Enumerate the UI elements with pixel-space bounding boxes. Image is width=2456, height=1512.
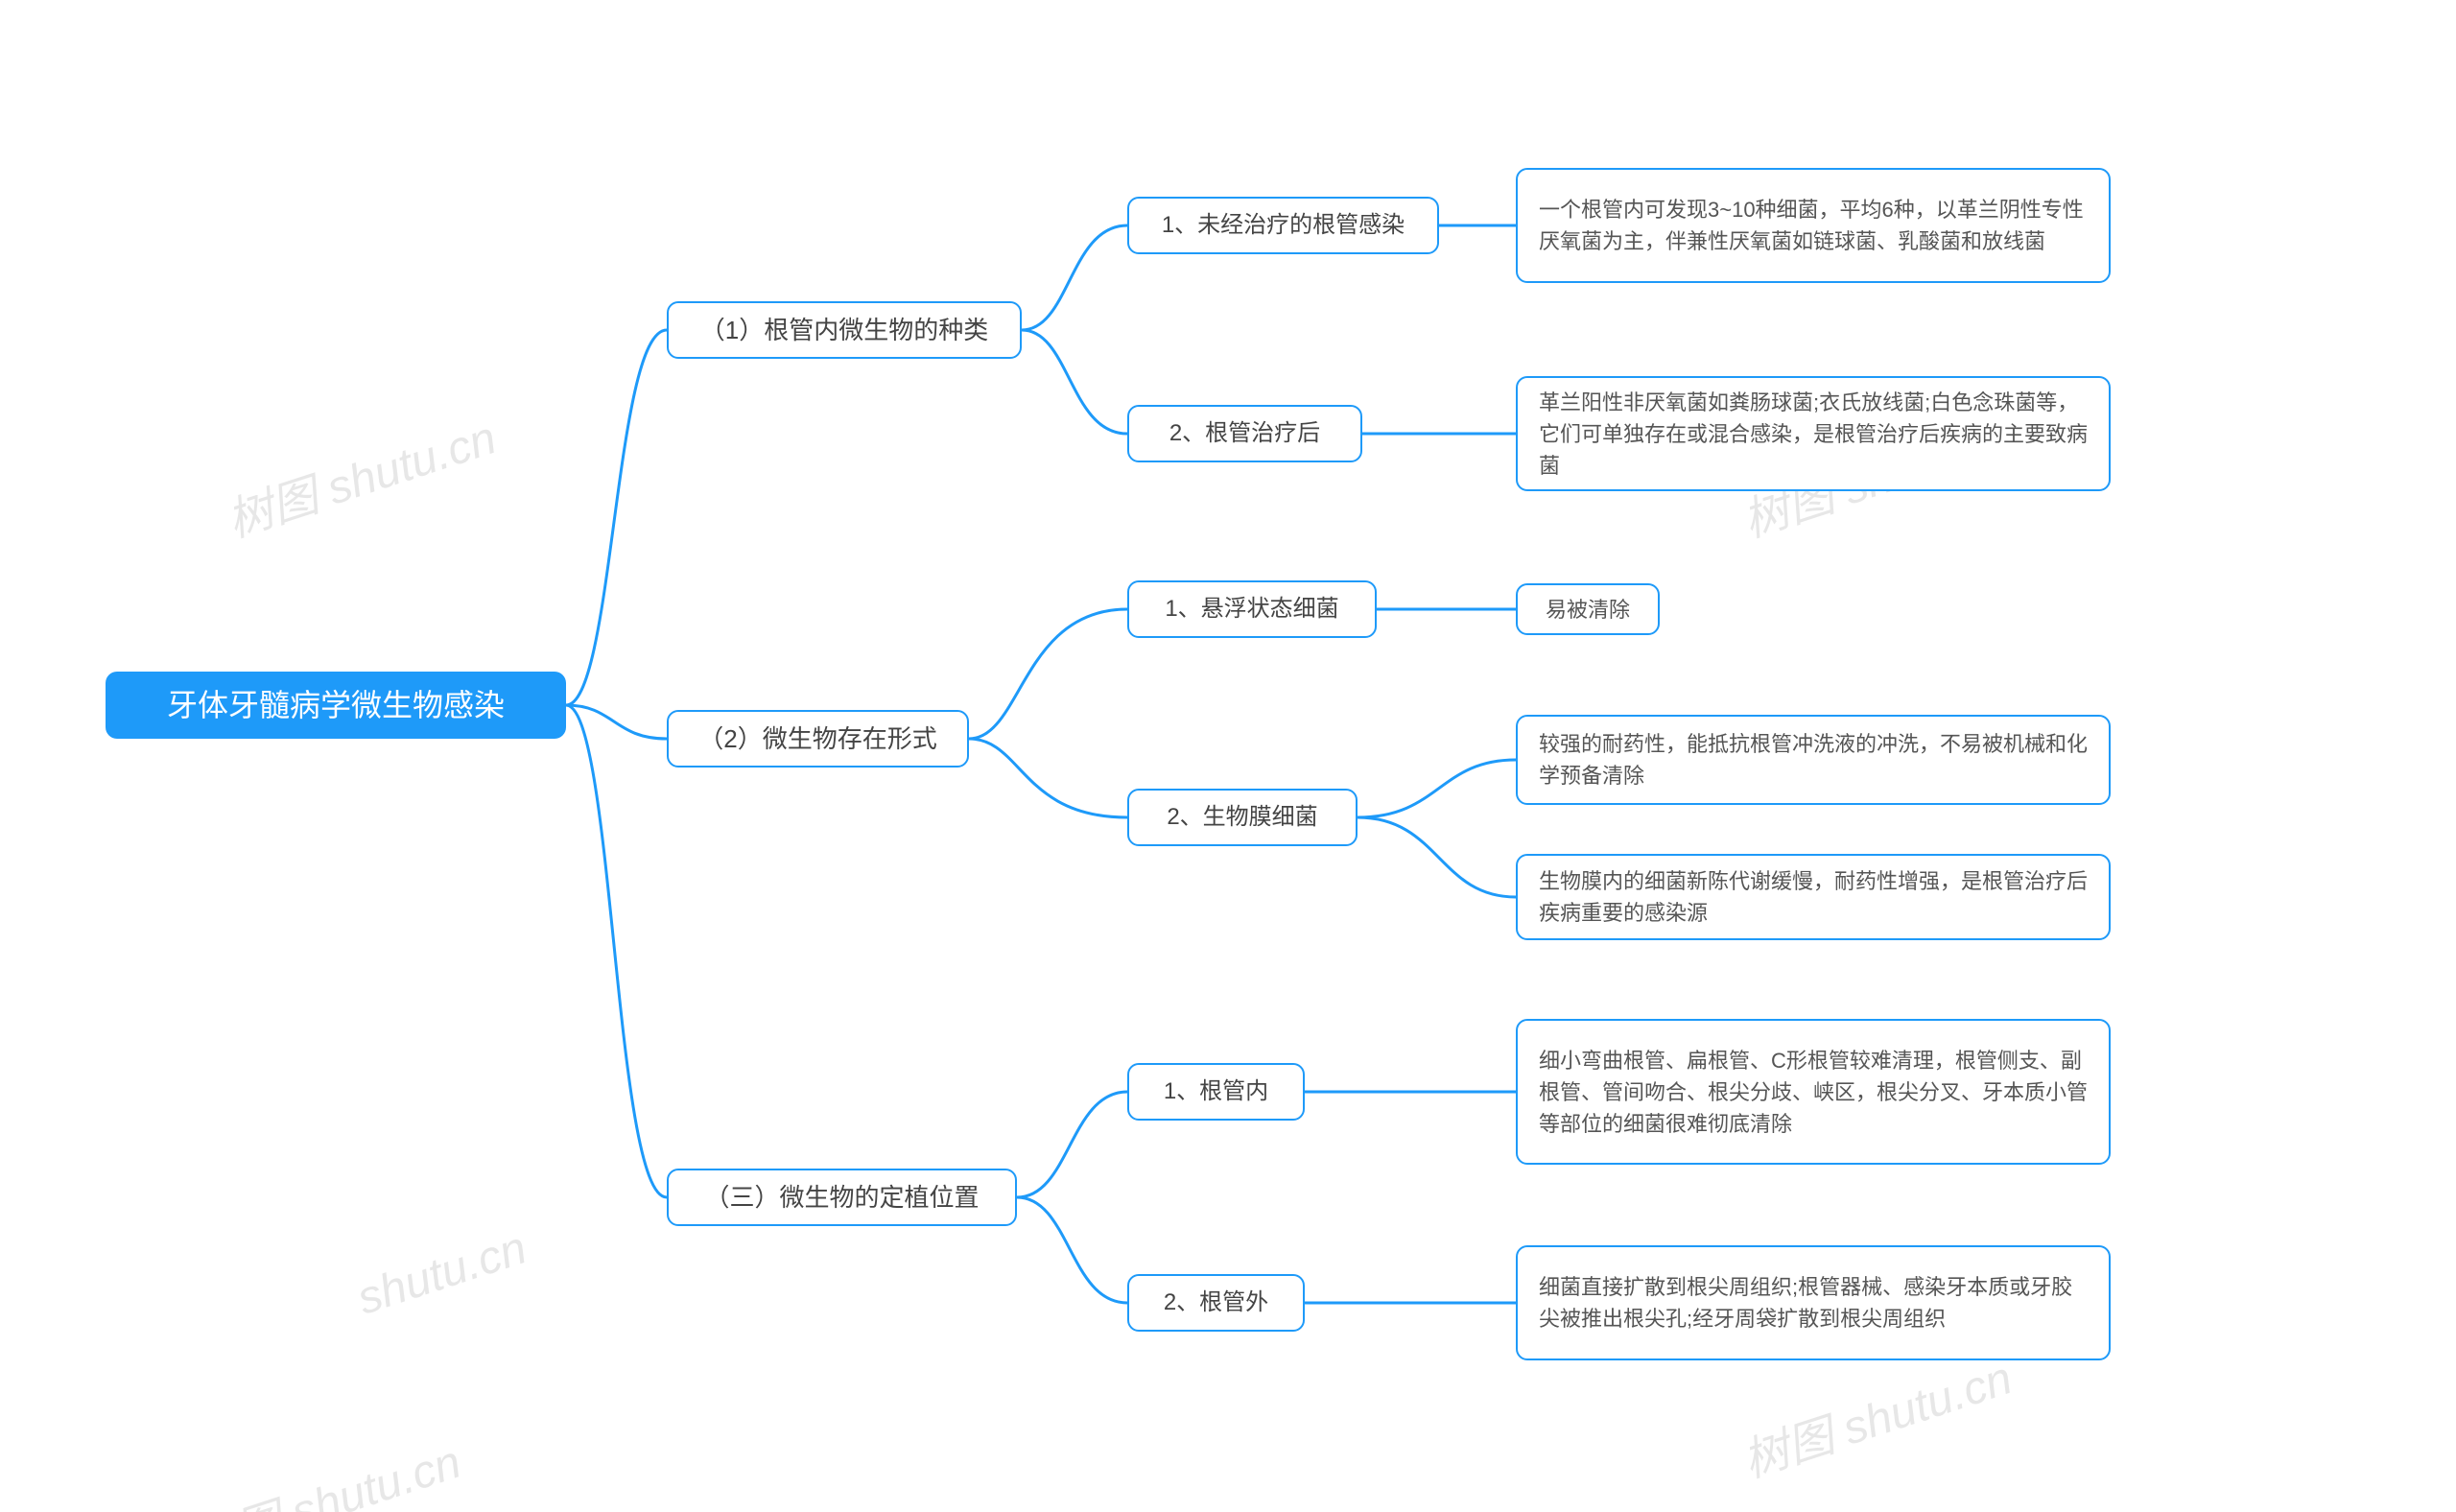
watermark: 图 shutu.cn	[225, 1424, 468, 1512]
leaf-2-2-2[interactable]: 生物膜内的细菌新陈代谢缓慢，耐药性增强，是根管治疗后疾病重要的感染源	[1516, 854, 2111, 940]
root-node[interactable]: 牙体牙髓病学微生物感染	[106, 672, 566, 739]
branch-2-child-2[interactable]: 2、生物膜细菌	[1127, 789, 1358, 846]
leaf-1-1-1[interactable]: 一个根管内可发现3~10种细菌，平均6种，以革兰阴性专性厌氧菌为主，伴兼性厌氧菌…	[1516, 168, 2111, 283]
leaf-1-2-1[interactable]: 革兰阳性非厌氧菌如粪肠球菌;衣氏放线菌;白色念珠菌等，它们可单独存在或混合感染，…	[1516, 376, 2111, 491]
leaf-2-2-1[interactable]: 较强的耐药性，能抵抗根管冲洗液的冲洗，不易被机械和化学预备清除	[1516, 715, 2111, 805]
watermark: 树图 shutu.cn	[217, 400, 503, 550]
branch-1[interactable]: （1）根管内微生物的种类	[667, 301, 1022, 359]
branch-2-child-1[interactable]: 1、悬浮状态细菌	[1127, 580, 1377, 638]
leaf-3-2-1[interactable]: 细菌直接扩散到根尖周组织;根管器械、感染牙本质或牙胶尖被推出根尖孔;经牙周袋扩散…	[1516, 1245, 2111, 1360]
branch-1-child-1[interactable]: 1、未经治疗的根管感染	[1127, 197, 1439, 254]
branch-3-child-1[interactable]: 1、根管内	[1127, 1063, 1305, 1121]
leaf-3-1-1[interactable]: 细小弯曲根管、扁根管、C形根管较难清理，根管侧支、副根管、管间吻合、根尖分歧、峡…	[1516, 1019, 2111, 1165]
branch-3[interactable]: （三）微生物的定植位置	[667, 1169, 1017, 1226]
watermark: 树图 shutu.cn	[1733, 1340, 2019, 1490]
leaf-2-1-1[interactable]: 易被清除	[1516, 583, 1660, 635]
branch-2[interactable]: （2）微生物存在形式	[667, 710, 969, 768]
branch-3-child-2[interactable]: 2、根管外	[1127, 1274, 1305, 1332]
branch-1-child-2[interactable]: 2、根管治疗后	[1127, 405, 1362, 462]
watermark: shutu.cn	[351, 1221, 533, 1325]
